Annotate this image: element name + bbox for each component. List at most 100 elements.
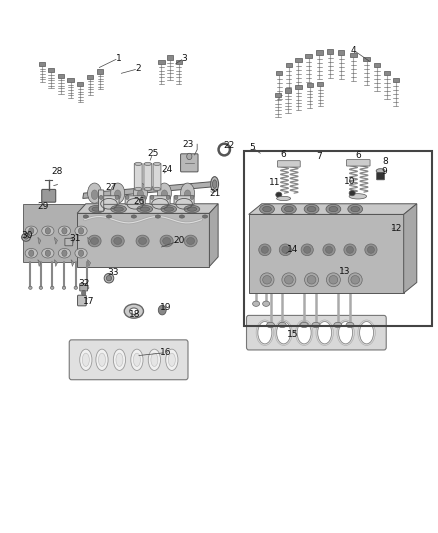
Circle shape — [190, 195, 194, 199]
Ellipse shape — [261, 246, 268, 253]
Polygon shape — [317, 82, 323, 86]
Ellipse shape — [282, 246, 289, 253]
Text: 25: 25 — [147, 149, 158, 158]
Ellipse shape — [161, 205, 177, 213]
Ellipse shape — [113, 349, 126, 370]
Ellipse shape — [351, 276, 360, 284]
Ellipse shape — [253, 301, 260, 306]
FancyBboxPatch shape — [134, 164, 142, 190]
Ellipse shape — [111, 205, 127, 213]
Ellipse shape — [153, 163, 160, 165]
Circle shape — [99, 195, 103, 199]
Text: 33: 33 — [108, 269, 119, 277]
Polygon shape — [167, 55, 173, 60]
Ellipse shape — [349, 190, 355, 196]
Ellipse shape — [99, 353, 106, 367]
Ellipse shape — [91, 190, 98, 199]
Text: 19: 19 — [160, 303, 172, 312]
Ellipse shape — [74, 286, 78, 289]
Ellipse shape — [114, 238, 122, 245]
Ellipse shape — [318, 321, 332, 344]
Text: 23: 23 — [182, 140, 193, 149]
Polygon shape — [23, 204, 96, 262]
Circle shape — [187, 154, 192, 160]
Text: 29: 29 — [38, 203, 49, 212]
Polygon shape — [83, 181, 215, 198]
Ellipse shape — [365, 244, 377, 256]
Ellipse shape — [111, 183, 125, 203]
Ellipse shape — [148, 349, 160, 370]
FancyBboxPatch shape — [80, 284, 88, 291]
Polygon shape — [209, 204, 218, 266]
Polygon shape — [39, 62, 45, 66]
Ellipse shape — [157, 183, 171, 203]
Ellipse shape — [83, 215, 88, 218]
Polygon shape — [88, 237, 91, 244]
Ellipse shape — [75, 248, 87, 258]
Ellipse shape — [258, 321, 272, 344]
Polygon shape — [374, 63, 380, 67]
Text: 31: 31 — [69, 235, 81, 244]
Text: 12: 12 — [392, 224, 403, 233]
Ellipse shape — [279, 244, 291, 256]
Ellipse shape — [135, 163, 142, 165]
Text: 5: 5 — [249, 143, 254, 152]
Polygon shape — [54, 260, 57, 266]
Text: 1: 1 — [116, 54, 121, 62]
Ellipse shape — [145, 163, 151, 165]
Polygon shape — [305, 54, 312, 58]
Text: 30: 30 — [21, 231, 33, 240]
Polygon shape — [38, 260, 41, 266]
Polygon shape — [54, 237, 57, 244]
Ellipse shape — [124, 304, 144, 318]
Ellipse shape — [312, 322, 320, 328]
Polygon shape — [88, 260, 91, 266]
Ellipse shape — [92, 207, 102, 211]
Ellipse shape — [323, 244, 335, 256]
Circle shape — [78, 228, 84, 234]
Text: 24: 24 — [162, 165, 173, 174]
Ellipse shape — [134, 353, 141, 367]
Ellipse shape — [151, 353, 158, 367]
Ellipse shape — [325, 246, 332, 253]
FancyBboxPatch shape — [69, 340, 188, 379]
Text: 20: 20 — [173, 237, 184, 246]
Ellipse shape — [89, 205, 105, 213]
Polygon shape — [97, 69, 103, 74]
Circle shape — [45, 250, 50, 256]
Polygon shape — [249, 204, 417, 214]
Ellipse shape — [168, 353, 175, 367]
Ellipse shape — [180, 183, 194, 203]
Ellipse shape — [137, 190, 144, 199]
Ellipse shape — [111, 235, 124, 247]
Polygon shape — [275, 93, 281, 97]
Ellipse shape — [211, 176, 219, 191]
Text: 11: 11 — [269, 178, 281, 187]
Ellipse shape — [25, 226, 37, 236]
Ellipse shape — [164, 207, 173, 211]
Text: 17: 17 — [83, 296, 95, 305]
Polygon shape — [350, 53, 357, 57]
Polygon shape — [295, 58, 302, 62]
Text: 16: 16 — [160, 348, 172, 357]
Ellipse shape — [304, 246, 311, 253]
Ellipse shape — [297, 321, 311, 344]
Ellipse shape — [114, 207, 124, 211]
Bar — [244, 151, 432, 326]
Text: 2: 2 — [135, 64, 141, 73]
Ellipse shape — [304, 204, 319, 214]
Ellipse shape — [300, 322, 308, 328]
Polygon shape — [393, 78, 399, 82]
Ellipse shape — [184, 205, 200, 213]
Ellipse shape — [277, 321, 290, 344]
Polygon shape — [77, 204, 218, 213]
Ellipse shape — [162, 238, 170, 245]
FancyBboxPatch shape — [346, 160, 370, 166]
Polygon shape — [176, 60, 182, 64]
Circle shape — [81, 290, 86, 296]
Text: 27: 27 — [105, 183, 117, 192]
Text: 28: 28 — [51, 167, 62, 176]
Ellipse shape — [58, 248, 71, 258]
Ellipse shape — [329, 206, 338, 212]
Circle shape — [166, 195, 170, 199]
